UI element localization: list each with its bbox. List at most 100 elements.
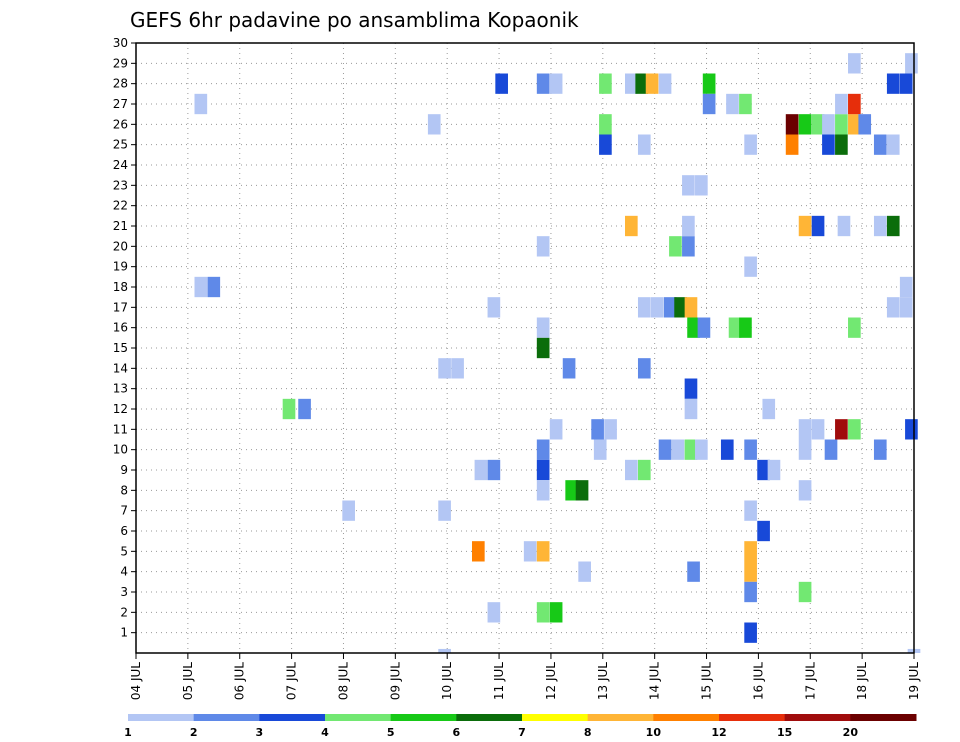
x-tick-label: 07 JUL	[285, 662, 299, 700]
precip-cell	[684, 378, 698, 399]
precip-cell	[625, 459, 638, 481]
precip-cell	[687, 561, 700, 582]
precip-cell	[886, 134, 900, 155]
y-tick-label: 4	[120, 565, 128, 579]
x-tick-label: 12 JUL	[544, 662, 558, 700]
precip-cell	[682, 215, 695, 237]
precip-cell	[811, 114, 825, 135]
y-tick-label: 5	[120, 544, 128, 558]
precip-cell	[848, 93, 861, 115]
precip-cell	[739, 317, 752, 338]
precip-cell	[767, 459, 781, 481]
colorbar-label: 15	[777, 726, 792, 739]
y-tick-label: 11	[113, 422, 128, 436]
colorbar-swatch	[456, 714, 523, 721]
x-tick-label: 06 JUL	[233, 662, 247, 700]
x-tick-label: 14 JUL	[648, 662, 662, 700]
y-tick-label: 3	[120, 585, 128, 599]
precip-cell	[663, 297, 677, 318]
precip-cell	[835, 134, 848, 155]
precip-cell	[899, 276, 913, 298]
precip-cell	[728, 317, 742, 338]
x-tick-label: 11 JUL	[492, 662, 506, 700]
y-tick-label: 6	[120, 524, 128, 538]
y-tick-label: 10	[113, 443, 128, 457]
precip-cell	[744, 561, 757, 582]
precip-cell	[637, 358, 651, 379]
colorbar-label: 7	[518, 726, 526, 739]
x-tick-label: 17 JUL	[803, 662, 817, 700]
y-tick-label: 13	[113, 382, 128, 396]
x-tick-label: 10 JUL	[440, 662, 454, 700]
precip-cell	[886, 215, 900, 237]
colorbar-label: 20	[843, 726, 859, 739]
colorbar-swatch	[850, 714, 917, 721]
y-tick-label: 17	[113, 300, 128, 314]
precip-cell	[835, 419, 848, 440]
y-tick-label: 24	[113, 158, 128, 172]
precip-cell	[451, 358, 464, 379]
precip-cell	[873, 439, 887, 460]
precip-cell	[744, 134, 757, 155]
precip-cell	[702, 93, 716, 115]
precip-cell	[637, 297, 651, 318]
precip-cell	[744, 256, 757, 277]
precip-cell	[848, 419, 861, 440]
y-tick-label: 25	[113, 138, 128, 152]
colorbar-label: 3	[256, 726, 264, 739]
precip-cell	[495, 73, 508, 94]
precip-cell	[562, 358, 576, 379]
precip-cell	[578, 561, 591, 582]
precip-cell	[835, 114, 848, 135]
precip-cell	[637, 459, 651, 481]
x-tick-label: 04 JUL	[129, 662, 143, 700]
y-axis-ticks: 1234567891011121314151617181920212223242…	[113, 36, 136, 640]
precip-cell	[886, 73, 900, 94]
y-tick-label: 20	[113, 239, 128, 253]
y-tick-label: 27	[113, 97, 128, 111]
colorbar-swatch	[719, 714, 786, 721]
y-tick-label: 19	[113, 260, 128, 274]
precip-cell	[899, 297, 913, 318]
colorbar-swatch	[784, 714, 851, 721]
y-tick-label: 12	[113, 402, 128, 416]
colorbar-swatch	[653, 714, 720, 721]
precip-cell	[536, 480, 550, 501]
precip-cell	[674, 297, 687, 318]
precip-cell	[762, 398, 776, 420]
precip-cell	[824, 439, 838, 460]
precip-cell	[207, 276, 221, 298]
x-tick-label: 05 JUL	[181, 662, 195, 700]
precip-cell	[536, 236, 550, 257]
colorbar-label: 6	[453, 726, 461, 739]
precip-cell	[848, 317, 861, 338]
precip-cell	[682, 175, 695, 196]
precip-cell	[593, 439, 607, 460]
precip-cell	[873, 215, 887, 237]
y-tick-label: 1	[120, 626, 128, 640]
precip-cell	[695, 175, 708, 196]
x-tick-label: 19 JUL	[907, 662, 921, 700]
precip-cell	[835, 93, 848, 115]
precip-cell	[744, 622, 757, 643]
colorbar-label: 5	[387, 726, 395, 739]
colorbar-label: 2	[190, 726, 198, 739]
x-tick-label: 08 JUL	[336, 662, 350, 700]
y-tick-label: 28	[113, 77, 128, 91]
precip-cell	[194, 93, 208, 115]
precip-cell	[837, 215, 851, 237]
precip-cell	[565, 480, 579, 501]
y-tick-label: 16	[113, 321, 128, 335]
precip-cell	[625, 73, 638, 94]
precip-cell	[695, 439, 708, 460]
precip-cell	[575, 480, 589, 501]
y-tick-label: 30	[113, 36, 128, 50]
colorbar-label: 10	[646, 726, 662, 739]
precip-cell	[487, 459, 501, 481]
colorbar-swatch	[128, 714, 195, 721]
precip-cell	[474, 459, 488, 481]
precip-cell	[536, 602, 550, 623]
precip-cell	[658, 73, 672, 94]
precip-cell	[822, 134, 835, 155]
